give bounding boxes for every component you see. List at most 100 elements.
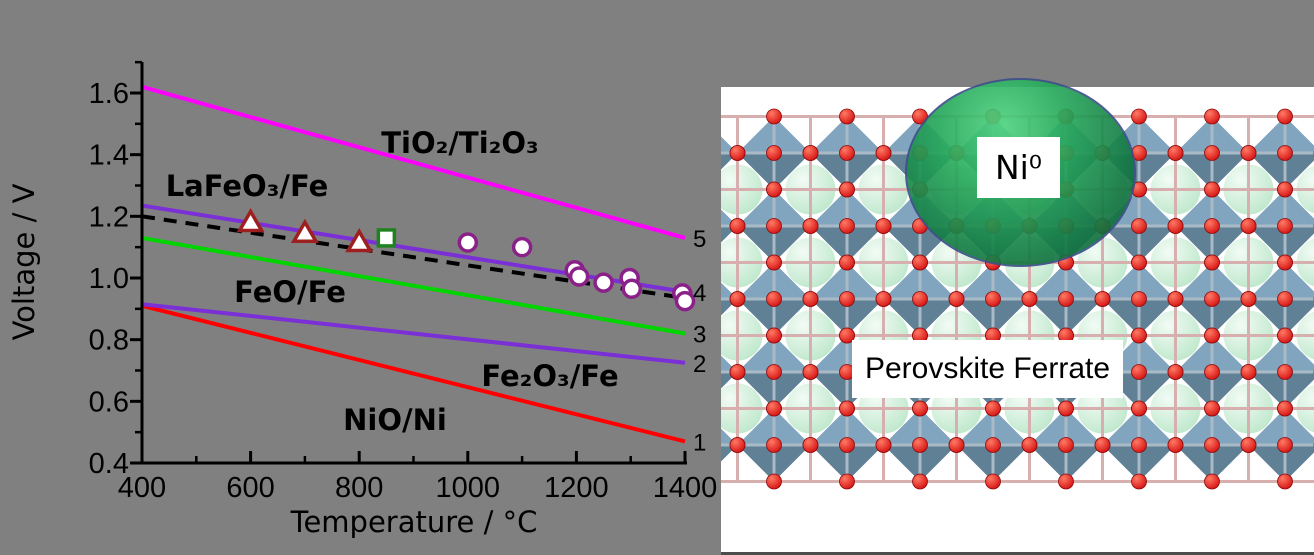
oxygen-atom [1240,218,1257,234]
oxygen-atom [766,108,782,125]
oxygen-atom [1058,473,1074,490]
oxygen-atom [839,254,855,271]
circle-marker [457,232,479,253]
oxygen-atom [729,218,746,234]
oxygen-atom [985,291,1001,307]
octahedron-bottom-face [1248,372,1314,409]
circle-marker [568,266,590,287]
octahedron-top-face [1248,335,1314,372]
oxygen-atom [766,291,782,307]
oxygen-atom [1277,181,1293,198]
curve-number-4: 4 [693,280,706,307]
oxygen-atom [1094,437,1111,453]
oxygen-atom [1277,400,1293,417]
octahedron-bottom-face [1248,445,1314,482]
ni-label-text: Ni⁰ [994,148,1043,187]
y-tick-label: 1.4 [89,140,129,172]
series-line-5 [141,84,686,240]
oxygen-atom [766,364,782,380]
series-lines [141,84,686,444]
oxygen-atom [875,145,892,161]
y-tick-label: 1.0 [89,263,129,295]
oxygen-atom [802,437,819,453]
oxygen-atom [1277,108,1293,125]
x-tick-label: 1200 [544,472,609,504]
octahedron-bottom-face [1248,299,1314,336]
series-line-2 [141,302,686,365]
oxygen-atom [729,437,746,453]
series-line-1 [141,303,686,444]
oxygen-atom [1240,437,1257,453]
oxygen-atom [1131,254,1147,271]
y-tick-label: 1.6 [89,78,129,110]
ni-label-box: Ni⁰ [977,137,1060,198]
octahedron-top-face [1248,408,1314,445]
oxygen-atom [1094,291,1111,307]
oxygen-atom [875,218,892,234]
oxygen-atom [839,181,855,198]
oxygen-atom [729,364,746,380]
y-tick-label: 0.4 [89,448,129,480]
oxygen-atom [1277,291,1293,307]
x-tick-label: 1000 [436,472,501,504]
oxygen-atom [766,473,782,490]
oxygen-atom [875,437,892,453]
y-tick-label: 0.8 [89,325,129,357]
oxygen-atom [766,181,782,198]
oxygen-atom [1204,145,1220,161]
oxygen-atom [1204,108,1220,125]
triangle-marker [236,208,265,233]
curve-number-2: 2 [693,351,706,378]
circle-marker [511,236,533,258]
oxygen-atom [1204,437,1220,453]
octahedron-bottom-face [1248,226,1314,263]
series-line- [141,214,686,301]
series-line-4 [141,203,686,294]
oxygen-atom [912,254,928,271]
octahedron-top-face [1248,262,1314,299]
oxygen-atom [1131,437,1147,453]
oxygen-atom [839,437,855,453]
oxygen-atom [1167,218,1184,234]
curve-number-5: 5 [693,226,706,253]
scatter-markers [236,208,696,312]
oxygen-atom [912,291,928,307]
oxygen-atom [1021,437,1038,453]
oxygen-atom [802,145,819,161]
oxygen-atom [1204,291,1220,307]
oxygen-atom [875,291,892,307]
oxygen-atom [729,291,746,307]
oxygen-atom [1277,145,1293,161]
oxygen-atom [1204,218,1220,234]
y-tick-label: 0.6 [89,386,129,418]
octahedron-bottom-face [1248,153,1314,190]
oxygen-atom [766,254,782,271]
line-label: NiO/Ni [343,403,447,437]
oxygen-atom [766,145,782,161]
oxygen-atom [1167,291,1184,307]
x-axis-title: Temperature / °C [290,505,538,539]
oxygen-atom [912,400,928,417]
perovskite-ferrate-text: Perovskite Ferrate [864,352,1111,385]
curve-number-1: 1 [693,429,706,456]
oxygen-atom [766,400,782,417]
oxygen-atom [766,327,782,344]
oxygen-atom [1240,291,1257,307]
oxygen-atom [1240,364,1257,380]
curve-number-3: 3 [693,322,706,349]
oxygen-atom [1204,473,1220,490]
oxygen-atom [802,291,819,307]
x-tick-label: 600 [226,472,274,504]
oxygen-atom [766,218,782,234]
oxygen-atom [948,437,965,453]
oxygen-atom [985,473,1001,490]
line-label: FeO/Fe [234,275,346,309]
oxygen-atom [1131,327,1147,344]
oxygen-atom [1058,291,1074,307]
circle-marker [674,290,696,312]
oxygen-atom [1204,364,1220,380]
oxygen-atom [839,108,855,125]
line-label: TiO₂/Ti₂O₃ [381,126,538,160]
